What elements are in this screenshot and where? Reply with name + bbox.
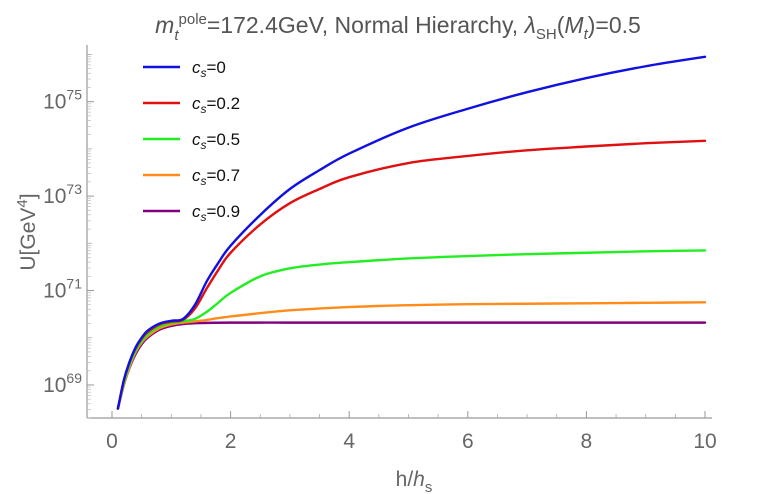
x-tick-label: 8 <box>581 430 593 453</box>
legend-label: cs=0.7 <box>192 166 240 188</box>
x-tick-label: 6 <box>462 430 474 453</box>
series-line-4 <box>116 321 707 410</box>
y-tick-label: 1069 <box>43 370 82 397</box>
axes <box>86 45 712 419</box>
y-tick-label: 1073 <box>43 181 82 208</box>
chart-title: mtpole=172.4GeV, Normal Hierarchy, λSH(M… <box>155 11 641 44</box>
x-axis-title: h/hs <box>396 468 433 494</box>
y-ticks: 1069 1071 1073 1075 <box>43 54 94 419</box>
y-tick-label: 1075 <box>43 87 82 114</box>
legend-label: cs=0.5 <box>192 130 240 152</box>
series-line-3 <box>116 301 707 410</box>
series-line-2 <box>116 249 707 410</box>
legend-label: cs=0 <box>192 58 226 80</box>
legend-label: cs=0.9 <box>192 202 240 224</box>
y-axis-title: U[GeV4] <box>14 193 40 270</box>
series-lines <box>116 55 707 410</box>
x-tick-label: 4 <box>343 430 355 453</box>
legend-label: cs=0.2 <box>192 94 240 116</box>
legend: cs=0 cs=0.2 cs=0.5 cs=0.7 cs=0.9 <box>143 58 240 224</box>
x-ticks: 0 2 4 6 8 10 <box>106 411 717 453</box>
y-tick-label: 1071 <box>43 276 82 303</box>
x-tick-label: 0 <box>106 430 118 453</box>
series-line-0 <box>116 55 707 410</box>
x-tick-label: 2 <box>225 430 237 453</box>
x-tick-label: 10 <box>693 430 716 453</box>
